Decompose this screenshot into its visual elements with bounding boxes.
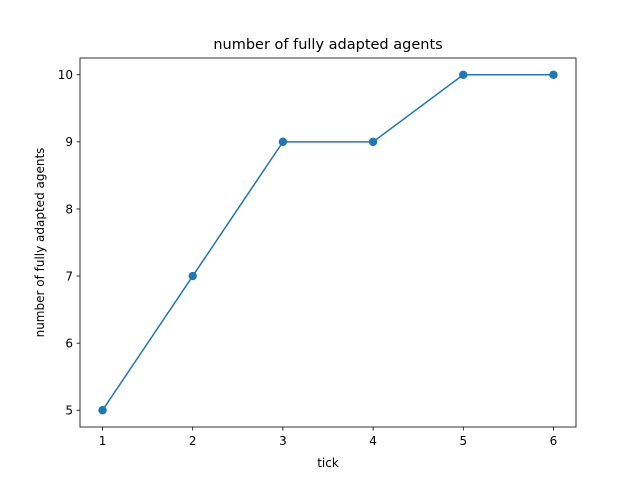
data-point bbox=[549, 70, 558, 79]
y-tick-label: 9 bbox=[65, 135, 73, 149]
data-point bbox=[368, 137, 378, 147]
series-line bbox=[101, 74, 554, 411]
data-point bbox=[278, 137, 288, 147]
y-tick-label: 10 bbox=[58, 68, 73, 82]
y-tick-label: 8 bbox=[65, 202, 73, 216]
x-tick-label: 2 bbox=[189, 434, 197, 448]
y-tick-label: 6 bbox=[65, 336, 73, 350]
x-tick-label: 1 bbox=[99, 434, 107, 448]
y-tick-label: 5 bbox=[65, 404, 73, 418]
series-layer bbox=[98, 70, 558, 415]
x-tick-label: 3 bbox=[279, 434, 287, 448]
x-axis-label: tick bbox=[317, 456, 339, 470]
axes-frame bbox=[79, 57, 577, 428]
x-tick-label: 4 bbox=[369, 434, 377, 448]
y-axis-label: number of fully adapted agents bbox=[33, 148, 47, 338]
x-axis-ticks: 1 2 3 4 5 6 bbox=[99, 427, 558, 448]
x-tick-label: 5 bbox=[459, 434, 467, 448]
axes-border bbox=[79, 57, 577, 428]
data-point bbox=[188, 271, 197, 281]
data-point bbox=[459, 70, 468, 79]
plot-area: 1 2 3 4 5 6 5 6 7 8 9 10 bbox=[58, 57, 577, 448]
x-tick-label: 6 bbox=[550, 434, 558, 448]
chart-title: number of fully adapted agents bbox=[213, 37, 442, 53]
data-point bbox=[98, 406, 107, 415]
y-tick-label: 7 bbox=[65, 269, 73, 283]
y-axis-ticks: 5 6 7 8 9 10 bbox=[58, 68, 80, 418]
